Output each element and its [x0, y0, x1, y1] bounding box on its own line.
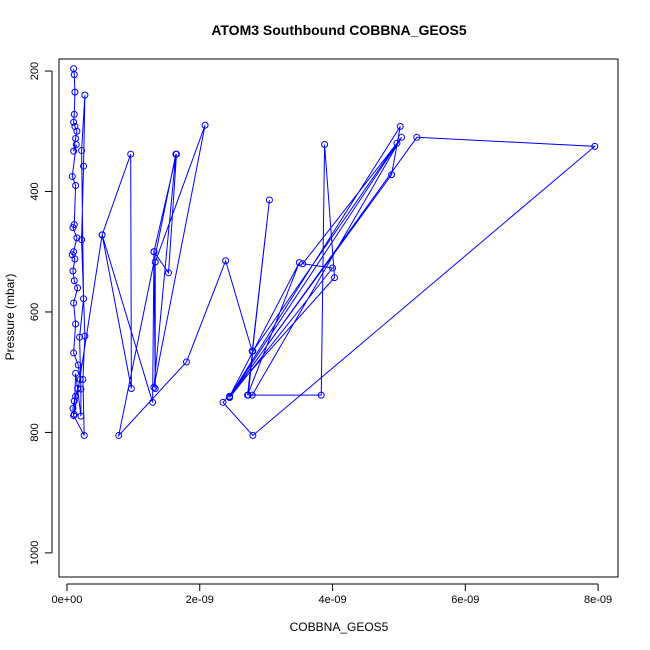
data-point	[321, 141, 329, 149]
data-point	[317, 391, 325, 399]
data-point	[149, 398, 157, 406]
data-point	[591, 142, 599, 150]
y-axis-label: Pressure (mbar)	[3, 274, 17, 361]
data-point	[72, 181, 80, 189]
data-point	[182, 358, 190, 366]
data-point	[172, 150, 180, 158]
x-tick-label: 8e-09	[584, 594, 612, 606]
data-point	[68, 172, 76, 180]
x-tick-label: 6e-09	[451, 594, 479, 606]
chart-title: ATOM3 Southbound COBBNA_GEOS5	[211, 22, 467, 38]
series-line	[71, 68, 597, 438]
data-point	[165, 269, 173, 277]
x-tick-label: 2e-09	[186, 594, 214, 606]
data-point	[69, 267, 77, 275]
data-point	[76, 333, 84, 341]
data-point	[70, 118, 78, 126]
plot-frame	[58, 58, 619, 578]
data-point	[388, 171, 396, 179]
data-point	[150, 383, 158, 391]
y-tick-label: 200	[29, 62, 41, 80]
data-point	[265, 196, 273, 204]
y-tick-label: 600	[29, 303, 41, 321]
data-point	[77, 412, 85, 420]
data-point	[201, 121, 209, 129]
data-point	[78, 236, 86, 244]
data-point	[71, 255, 79, 263]
data-point	[80, 295, 88, 303]
data-point	[331, 274, 339, 282]
data-point	[249, 347, 257, 355]
data-point	[69, 224, 77, 232]
y-tick-label: 800	[29, 423, 41, 441]
plot-area	[68, 65, 599, 439]
data-point	[80, 431, 88, 439]
data-point	[222, 257, 230, 265]
data-point	[70, 110, 78, 118]
data-point	[295, 259, 303, 267]
data-point	[77, 385, 85, 393]
data-point	[70, 299, 78, 307]
data-point	[70, 71, 78, 79]
data-point	[127, 384, 135, 392]
data-point	[244, 391, 252, 399]
data-point	[73, 127, 81, 135]
data-point	[79, 375, 87, 383]
x-tick-label: 4e-09	[318, 594, 346, 606]
data-point	[393, 139, 401, 147]
data-point	[81, 91, 89, 99]
data-point	[71, 88, 79, 96]
data-point	[396, 122, 404, 130]
data-point	[98, 231, 106, 239]
data-point	[73, 234, 81, 242]
data-point	[72, 369, 80, 377]
data-point	[299, 260, 307, 268]
axes: 0e+00 2e-09 4e-09 6e-09 8e-09 200 400 600 800 100…	[29, 58, 619, 606]
data-point	[74, 284, 82, 292]
data-point	[151, 258, 159, 266]
data-point	[127, 150, 135, 158]
y-tick-label: 400	[29, 182, 41, 200]
data-point	[80, 162, 88, 170]
data-point	[413, 133, 421, 141]
data-point	[76, 375, 84, 383]
data-point	[398, 133, 406, 141]
data-point	[74, 361, 82, 369]
data-point	[70, 410, 78, 418]
data-point	[151, 384, 159, 392]
data-point	[78, 147, 86, 155]
data-point	[72, 141, 80, 149]
x-axis-label: COBBNA_GEOS5	[290, 620, 389, 634]
data-point	[115, 431, 123, 439]
data-point	[72, 320, 80, 328]
y-tick-label: 1000	[29, 541, 41, 565]
data-point	[219, 398, 227, 406]
data-point	[70, 397, 78, 405]
data-point	[70, 277, 78, 285]
data-point	[226, 394, 234, 402]
data-point	[70, 349, 78, 357]
data-point	[329, 264, 337, 272]
data-point	[248, 391, 256, 399]
data-point	[249, 431, 257, 439]
data-point	[74, 384, 82, 392]
data-point	[72, 392, 80, 400]
data-point	[70, 147, 78, 155]
data-point	[150, 248, 158, 256]
x-tick-label: 0e+00	[52, 594, 83, 606]
